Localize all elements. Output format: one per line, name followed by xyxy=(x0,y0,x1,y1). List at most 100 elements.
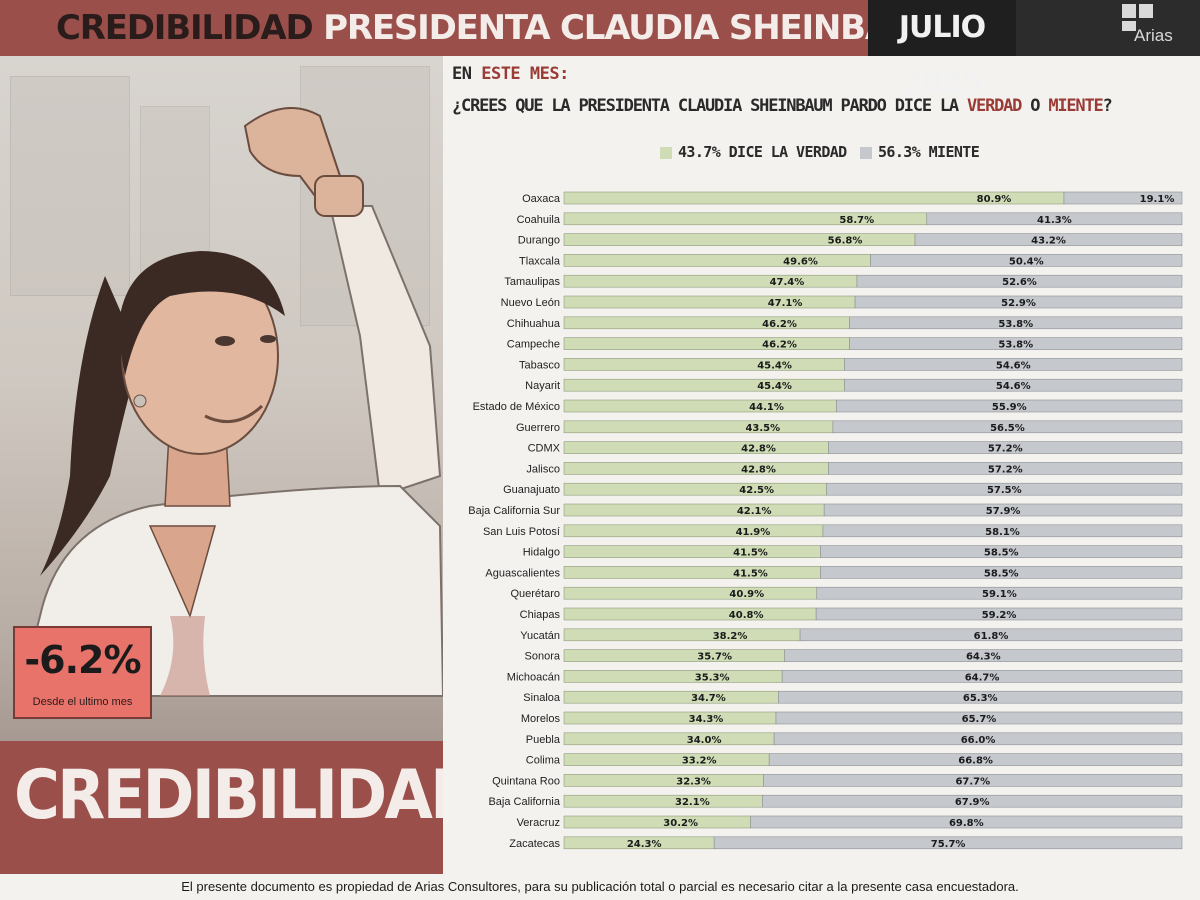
bar-verdad xyxy=(563,628,801,642)
bar-verdad xyxy=(563,690,779,704)
value-label-miente: 59.2% xyxy=(982,610,1017,621)
bar-verdad xyxy=(563,316,850,330)
bar-verdad xyxy=(563,566,821,579)
category-label: Chiapas xyxy=(520,609,561,621)
category-label: Chihuahua xyxy=(507,318,561,330)
bar-verdad xyxy=(563,732,775,746)
category-label: Yucatán xyxy=(520,630,560,642)
value-label-verdad: 42.5% xyxy=(739,485,774,496)
bar-verdad xyxy=(563,441,829,454)
bar-miente xyxy=(820,545,1183,558)
category-label: Hidalgo xyxy=(523,547,560,559)
bar-miente xyxy=(826,482,1183,496)
survey-question: EN ESTE MES: ¿CREES QUE LA PRESIDENTA CL… xyxy=(452,64,1192,116)
category-label: Coahuila xyxy=(517,214,561,226)
value-label-verdad: 80.9% xyxy=(977,194,1012,205)
bar-verdad xyxy=(563,815,751,829)
bar-verdad xyxy=(563,254,871,267)
value-label-verdad: 38.2% xyxy=(713,631,748,642)
bar-miente xyxy=(832,420,1183,434)
bar-miente xyxy=(828,462,1183,475)
value-label-verdad: 32.1% xyxy=(675,797,710,808)
value-label-verdad: 47.1% xyxy=(768,298,803,309)
header-title-band xyxy=(0,0,868,56)
value-label-verdad: 44.1% xyxy=(749,402,784,413)
bar-miente xyxy=(849,316,1183,330)
value-label-verdad: 58.7% xyxy=(839,215,874,226)
category-label: Baja California xyxy=(488,796,560,808)
bar-miente xyxy=(844,378,1183,392)
credibility-chart: Oaxaca 80.9% 19.1% Coahuila 58.7% 41.3% Durang… xyxy=(452,190,1192,860)
bar-miente xyxy=(784,649,1183,662)
value-label-verdad: 43.5% xyxy=(745,423,780,434)
category-label: Tabasco xyxy=(519,359,560,371)
category-label: Nayarit xyxy=(525,380,560,392)
category-label: Zacatecas xyxy=(509,838,560,850)
question-line-2: ¿CREES QUE LA PRESIDENTA CLAUDIA SHEINBA… xyxy=(452,96,1192,116)
value-label-miente: 19.1% xyxy=(1140,194,1175,205)
category-label: Tlaxcala xyxy=(519,255,561,267)
illustration-panel: -6.2% Desde el ultimo mes CREDIBILIDAD xyxy=(0,56,443,874)
bar-verdad xyxy=(563,399,837,413)
category-label: Puebla xyxy=(526,734,561,746)
chart-legend: 43.7% DICE LA VERDAD 56.3% MIENTE xyxy=(660,140,1080,164)
category-label: Nuevo León xyxy=(501,297,560,309)
value-label-verdad: 32.3% xyxy=(676,776,711,787)
value-label-miente: 67.9% xyxy=(955,797,990,808)
bar-verdad xyxy=(563,711,777,725)
category-label: Michoacán xyxy=(507,671,560,683)
category-label: Baja California Sur xyxy=(468,505,560,517)
value-label-verdad: 56.8% xyxy=(828,236,863,247)
value-label-verdad: 46.2% xyxy=(762,319,797,330)
category-label: Oaxaca xyxy=(522,193,561,205)
bar-verdad xyxy=(563,524,824,538)
bar-miente xyxy=(773,732,1183,746)
value-label-miente: 43.2% xyxy=(1031,236,1066,247)
bar-verdad xyxy=(563,545,821,558)
stacked-bar-chart: Oaxaca 80.9% 19.1% Coahuila 58.7% 41.3% Durang… xyxy=(468,191,1183,850)
value-label-verdad: 40.8% xyxy=(729,610,764,621)
title-accent: CREDIBILIDAD xyxy=(56,8,314,48)
value-label-verdad: 42.8% xyxy=(741,464,776,475)
value-label-verdad: 34.0% xyxy=(687,735,722,746)
value-label-miente: 50.4% xyxy=(1009,256,1044,267)
logo-block xyxy=(1016,0,1200,56)
category-label: Colima xyxy=(526,755,561,767)
question-prefix: EN xyxy=(452,64,482,84)
value-label-miente: 57.2% xyxy=(988,464,1023,475)
value-label-miente: 57.9% xyxy=(986,506,1021,517)
category-label: Aguascalientes xyxy=(485,567,560,579)
value-label-miente: 58.1% xyxy=(985,527,1020,538)
value-label-miente: 57.2% xyxy=(988,444,1023,455)
bar-verdad xyxy=(563,753,770,766)
value-label-miente: 75.7% xyxy=(931,839,966,850)
value-label-miente: 65.3% xyxy=(963,693,998,704)
bar-verdad xyxy=(563,378,845,392)
value-label-verdad: 34.7% xyxy=(691,693,726,704)
arias-logo-icon xyxy=(1122,4,1160,34)
bar-miente xyxy=(856,274,1183,288)
bar-miente xyxy=(750,815,1183,829)
value-label-verdad: 42.8% xyxy=(741,444,776,455)
value-label-miente: 64.3% xyxy=(966,652,1001,663)
category-label: Jalisco xyxy=(526,463,560,475)
category-label: Estado de México xyxy=(473,401,560,413)
value-label-miente: 55.9% xyxy=(992,402,1027,413)
category-label: Sinaloa xyxy=(523,692,561,704)
value-label-verdad: 49.6% xyxy=(783,256,818,267)
bar-verdad xyxy=(563,670,783,683)
value-label-miente: 64.7% xyxy=(965,672,1000,683)
value-label-verdad: 46.2% xyxy=(762,340,797,351)
bar-verdad xyxy=(563,774,764,787)
legend-miente-swatch xyxy=(860,147,872,159)
question-highlight: ESTE MES: xyxy=(481,64,569,84)
value-label-verdad: 41.9% xyxy=(736,527,771,538)
bar-verdad xyxy=(563,462,829,475)
value-label-miente: 66.8% xyxy=(958,756,993,767)
value-label-verdad: 42.1% xyxy=(737,506,772,517)
bar-miente xyxy=(836,399,1183,413)
bar-miente xyxy=(822,524,1183,538)
value-label-miente: 69.8% xyxy=(949,818,984,829)
bar-verdad xyxy=(563,337,850,350)
value-label-miente: 56.5% xyxy=(990,423,1025,434)
